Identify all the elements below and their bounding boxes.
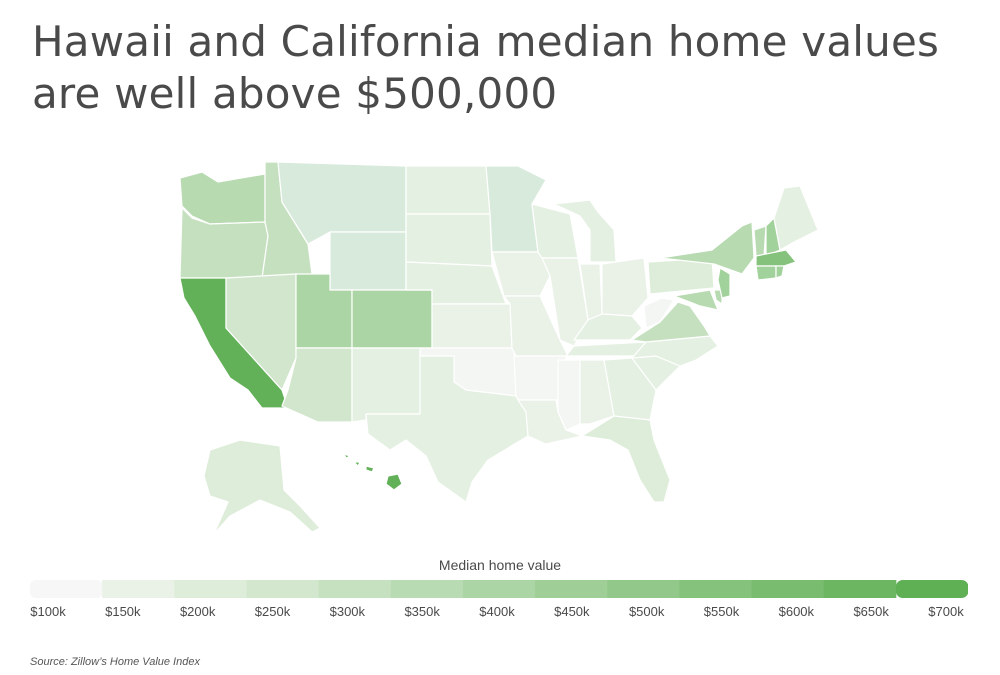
state-virginia: [631, 301, 711, 343]
state-maine: [773, 185, 819, 251]
legend-swatch: [895, 580, 968, 598]
legend-swatch: [30, 580, 103, 598]
legend-swatch: [102, 580, 175, 598]
state-new-jersey: [717, 267, 731, 299]
legend-swatch: [679, 580, 753, 598]
state-florida: [581, 415, 671, 503]
state-kansas: [431, 303, 513, 349]
legend-tick-label: $400k: [479, 604, 515, 619]
legend-tick-label: $300k: [329, 604, 366, 619]
state-north-carolina: [631, 335, 719, 367]
legend-swatch: [246, 580, 320, 598]
state-ohio: [601, 257, 649, 317]
state-alaska: [203, 439, 321, 535]
state-colorado: [351, 289, 433, 349]
source-note: Source: Zillow’s Home Value Index: [30, 656, 200, 668]
state-kentucky: [573, 313, 643, 341]
legend-tick-label: $350k: [404, 604, 440, 619]
state-wyoming: [329, 231, 407, 291]
state-washington: [179, 171, 266, 225]
page-title: Hawaii and California median home values…: [32, 17, 940, 118]
legend-tick-label: $700k: [928, 604, 964, 619]
legend-title: Median home value: [438, 557, 562, 573]
state-connecticut: [755, 265, 777, 281]
legend-swatch: [607, 580, 680, 598]
legend-tick-label: $450k: [554, 604, 590, 619]
state-massachusetts: [755, 249, 797, 267]
state-south-dakota: [405, 213, 493, 267]
state-nevada: [225, 273, 297, 391]
legend-swatch: [174, 580, 247, 598]
legend-tick-label: $200k: [179, 604, 216, 619]
state-delaware: [713, 289, 723, 305]
state-texas: [365, 355, 529, 503]
legend-tick-label: $100k: [30, 604, 66, 619]
state-rhode-island: [775, 265, 785, 279]
state-new-mexico: [351, 347, 421, 423]
state-iowa: [491, 251, 551, 297]
state-vermont: [753, 225, 767, 257]
legend-swatch: [462, 580, 536, 598]
legend-tick-label: $150k: [105, 604, 141, 619]
legend-tick-label: $250k: [254, 604, 291, 619]
legend-tick-label: $500k: [628, 604, 665, 619]
legend-swatch: [318, 580, 392, 598]
legend-tick-label: $600k: [778, 604, 815, 619]
legend-tick-label: $550k: [703, 604, 740, 619]
state-mississippi: [557, 359, 581, 431]
state-new-york: [659, 221, 755, 275]
state-hawaii: [343, 453, 403, 491]
legend-swatch: [535, 580, 608, 598]
legend-swatch: [823, 580, 897, 598]
legend-swatch: [390, 580, 464, 598]
state-maryland: [673, 289, 719, 311]
us-choropleth-map: [179, 161, 819, 535]
state-west-virginia: [643, 297, 675, 329]
legend-swatch: [751, 580, 825, 598]
state-north-dakota: [405, 165, 491, 215]
legend-tick-label: $650k: [853, 604, 889, 619]
color-scale-legend: [30, 580, 968, 598]
state-alabama: [579, 359, 615, 425]
